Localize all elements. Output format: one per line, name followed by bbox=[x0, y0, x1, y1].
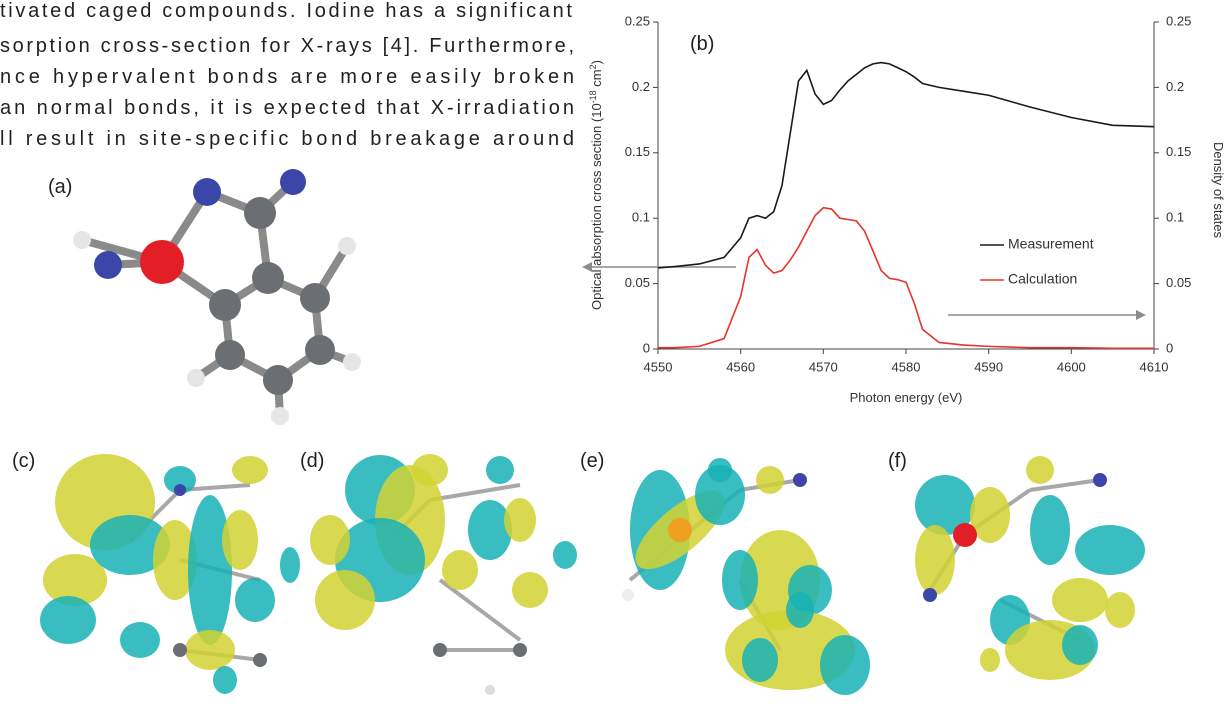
orbital-e bbox=[622, 458, 870, 695]
series-line bbox=[658, 208, 1154, 349]
legend-label: Calculation bbox=[1008, 271, 1077, 287]
panel-label: (b) bbox=[690, 33, 714, 55]
panel-label: (c) bbox=[12, 450, 35, 472]
figure: tivated caged compounds. Iodine has a si… bbox=[0, 0, 1226, 706]
panel-label: (a) bbox=[48, 176, 72, 198]
y2-tick-label: 0.1 bbox=[1166, 210, 1184, 225]
text-line: tivated caged compounds. Iodine has a si… bbox=[0, 0, 572, 22]
y-axis-title-part: ) bbox=[589, 60, 604, 64]
y-tick-label: 0.1 bbox=[632, 210, 650, 225]
y-axis-title: Optical absorption cross section (10-18 … bbox=[588, 60, 604, 310]
x-tick-label: 4600 bbox=[1057, 359, 1086, 374]
x-tick-label: 4610 bbox=[1140, 359, 1169, 374]
y-axis-title-part: Optical absorption cross section (10 bbox=[589, 103, 604, 310]
body-text: tivated caged compounds. Iodine has a si… bbox=[0, 0, 574, 150]
page: {"text_lines": ["tivated caged compounds… bbox=[0, 0, 1226, 706]
x-tick-label: 4580 bbox=[892, 359, 921, 374]
text-line: sorption cross-section for X-rays [4]. F… bbox=[0, 35, 574, 57]
text-line: ll result in site-specific bond breakage… bbox=[0, 128, 574, 150]
x-tick-label: 4590 bbox=[974, 359, 1003, 374]
orbital-f bbox=[915, 456, 1145, 680]
x-tick-label: 4560 bbox=[726, 359, 755, 374]
y2-tick-label: 0.2 bbox=[1166, 79, 1184, 94]
y-tick-label: 0.15 bbox=[625, 144, 650, 159]
x-tick-label: 4570 bbox=[809, 359, 838, 374]
text-line: nce hypervalent bonds are more easily br… bbox=[0, 66, 574, 88]
y2-axis-title: Density of states bbox=[1211, 142, 1226, 239]
panel-label: (f) bbox=[888, 450, 907, 472]
y-tick-label: 0.25 bbox=[625, 13, 650, 28]
y-axis-title-sup: -18 bbox=[588, 90, 598, 103]
orbital-d bbox=[310, 454, 577, 695]
text-line: an normal bonds, it is expected that X-i… bbox=[0, 97, 574, 119]
x-tick-label: 4550 bbox=[644, 359, 673, 374]
y-tick-label: 0.2 bbox=[632, 79, 650, 94]
legend-label: Measurement bbox=[1008, 236, 1094, 252]
atoms bbox=[73, 169, 361, 425]
y2-tick-label: 0.15 bbox=[1166, 144, 1191, 159]
panel-label: (d) bbox=[300, 450, 324, 472]
panel-label: (e) bbox=[580, 450, 604, 472]
y2-tick-label: 0.25 bbox=[1166, 13, 1191, 28]
y-axis-title-part: cm bbox=[589, 69, 604, 90]
orbital-c bbox=[40, 454, 300, 694]
y2-tick-label: 0 bbox=[1166, 340, 1173, 355]
y2-tick-label: 0.05 bbox=[1166, 275, 1191, 290]
chart: (b) Photon energy (eV) Optical absorptio… bbox=[582, 13, 1226, 405]
y-tick-label: 0.05 bbox=[625, 275, 650, 290]
y-tick-label: 0 bbox=[643, 340, 650, 355]
x-axis-title: Photon energy (eV) bbox=[850, 390, 963, 405]
